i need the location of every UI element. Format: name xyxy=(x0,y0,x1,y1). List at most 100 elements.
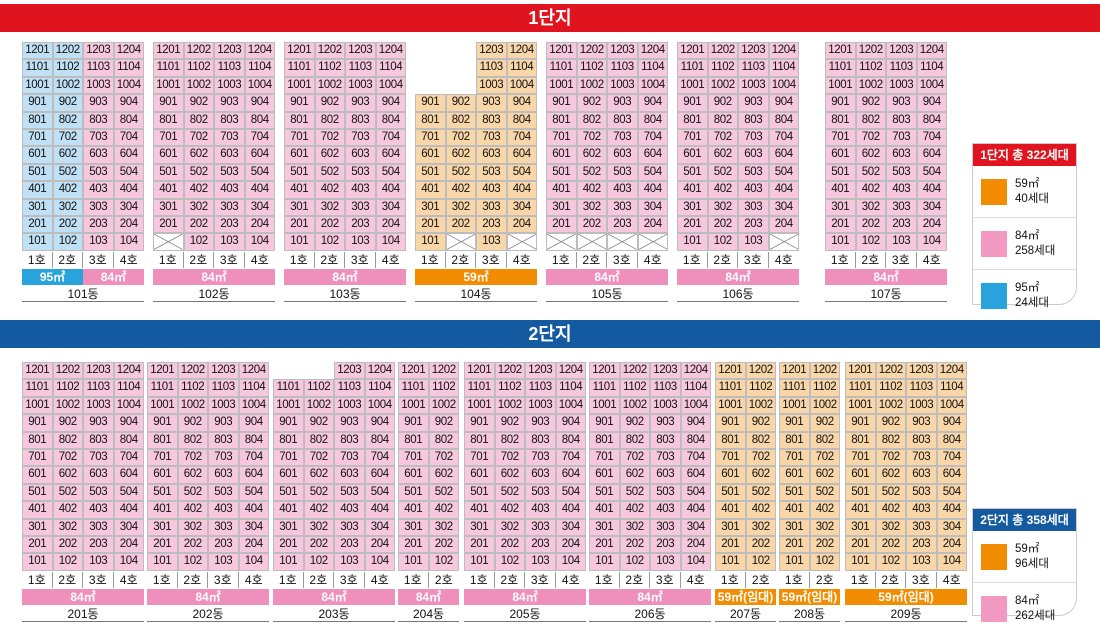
unit-cell: 904 xyxy=(768,94,799,112)
unit-cell: 503 xyxy=(345,163,376,182)
unit-cell: 903 xyxy=(906,414,937,432)
unit-cell: 404 xyxy=(113,501,144,519)
floor-row: 801 802 803 804 xyxy=(677,111,799,129)
unit-cell: 302 xyxy=(619,518,650,536)
unit-cell: 404 xyxy=(916,181,947,199)
floor-row: 501 502 503 504 xyxy=(284,163,406,182)
unit-cell: 903 xyxy=(83,414,114,432)
unit-cell: 104 xyxy=(936,553,967,571)
unit-cell: 603 xyxy=(345,146,376,164)
unit-cell: 802 xyxy=(875,431,906,449)
unit-cell: 204 xyxy=(364,535,395,554)
floor-row: 501 502 503 504 xyxy=(273,483,395,502)
unit-cell: 202 xyxy=(52,215,83,234)
unit-cell: 1002 xyxy=(314,76,345,95)
unit-cell: 1103 xyxy=(83,59,114,77)
floor-row: 201 202 203 204 xyxy=(825,215,947,234)
unit-label: 1호 xyxy=(147,571,178,588)
unit-label: 3호 xyxy=(208,571,239,588)
unit-cell: 1104 xyxy=(506,59,537,77)
unit-cell: 504 xyxy=(916,163,947,182)
complex2-banner: 2단지 xyxy=(0,320,1100,348)
unit-cell: 402 xyxy=(494,501,525,519)
unit-cell: 802 xyxy=(855,111,886,129)
unit-cell: 902 xyxy=(445,94,476,112)
unit-cell: 601 xyxy=(147,466,178,484)
building-104동: 1203 1204 1103 1104 1003 1004 901 902 903 904 801 8… xyxy=(415,42,537,302)
unit-cell: 702 xyxy=(314,128,345,147)
legend-title: 2단지 총 358세대 xyxy=(973,509,1076,531)
unit-header-row: 1호 2호 3호 4호 xyxy=(415,251,537,268)
unit-label: 1호 xyxy=(589,571,620,588)
unit-cell: 1204 xyxy=(680,362,711,380)
unit-cell: 401 xyxy=(147,501,178,519)
unit-cell: 402 xyxy=(52,501,83,519)
unit-cell: 501 xyxy=(779,483,810,502)
unit-cell: 204 xyxy=(768,215,799,234)
unit-cell: 301 xyxy=(546,198,577,216)
unit-cell: 501 xyxy=(398,483,429,502)
unit-cell: 804 xyxy=(244,111,275,129)
unit-cell: 203 xyxy=(208,535,239,554)
unit-cell: 203 xyxy=(83,215,114,234)
unit-cell: 801 xyxy=(715,431,746,449)
floor-row: 501 502 503 504 xyxy=(546,163,668,182)
unit-cell: 902 xyxy=(707,94,738,112)
unit-cell: 503 xyxy=(650,483,681,502)
unit-cell: 703 xyxy=(650,448,681,467)
area-type-label: 84㎡ xyxy=(398,588,459,605)
unit-label: 3호 xyxy=(83,251,114,268)
floor-row: 101 102 103 104 xyxy=(589,553,711,571)
unit-label: 3호 xyxy=(83,571,114,588)
unit-cell: 902 xyxy=(177,414,208,432)
unit-cell: 401 xyxy=(589,501,620,519)
unit-cell: 204 xyxy=(555,535,586,554)
building-101동: 1201 1202 1203 1204 1101 1102 1103 1104 1001 1002… xyxy=(22,42,144,302)
unit-cell: 704 xyxy=(113,128,144,147)
unit-cell: 104 xyxy=(680,553,711,571)
floor-row: 801 802 803 804 xyxy=(464,431,586,449)
unit-cell: 301 xyxy=(398,518,429,536)
unit-cell: 203 xyxy=(334,535,365,554)
floor-row: 301 302 303 304 xyxy=(546,198,668,216)
unit-cell: 201 xyxy=(22,535,53,554)
unit-cell: 1102 xyxy=(875,379,906,397)
floor-row: 1101 1102 1103 1104 xyxy=(153,59,275,77)
unit-cell: 802 xyxy=(428,431,459,449)
unit-cell: 502 xyxy=(428,483,459,502)
unit-cell: 402 xyxy=(875,501,906,519)
floor-row: 201 202 203 204 xyxy=(464,535,586,554)
unit-cell: 602 xyxy=(875,466,906,484)
unit-cell: 601 xyxy=(273,466,304,484)
unit-cell: 601 xyxy=(779,466,810,484)
unit-label: 4호 xyxy=(774,252,793,267)
unit-cell: 502 xyxy=(177,483,208,502)
floor-row: 601 602 xyxy=(715,466,776,484)
floor-row: 701 702 xyxy=(779,448,840,467)
type-bar: 84㎡ xyxy=(398,588,459,605)
unit-cell: 404 xyxy=(364,501,395,519)
unit-cell: 303 xyxy=(525,518,556,536)
area-type-label: 84㎡ xyxy=(284,268,406,285)
unit-cell: 102 xyxy=(303,553,334,571)
unit-cell: 104 xyxy=(113,553,144,571)
unit-cell: 702 xyxy=(445,128,476,147)
unit-cell: 503 xyxy=(334,483,365,502)
floor-row: 501 502 503 504 xyxy=(153,163,275,182)
unit-cell: 202 xyxy=(183,215,214,234)
unit-cell: 901 xyxy=(677,94,708,112)
unit-cell: 102 xyxy=(52,233,83,251)
unit-cell: 802 xyxy=(314,111,345,129)
unit-cell: 904 xyxy=(916,94,947,112)
unit-cell: 1102 xyxy=(619,379,650,397)
unit-cell: 704 xyxy=(936,448,967,467)
unit-cell: 204 xyxy=(637,215,668,234)
unit-cell: 802 xyxy=(445,111,476,129)
unit-cell: 801 xyxy=(153,111,184,129)
unit-cell: 803 xyxy=(83,431,114,449)
floor-row: 901 902 903 904 xyxy=(22,414,144,432)
unit-cell: 302 xyxy=(183,198,214,216)
building-name: 202동 xyxy=(147,606,269,622)
unit-cell: 501 xyxy=(415,163,446,182)
building-103동: 1201 1202 1203 1204 1101 1102 1103 1104 1001 1002… xyxy=(284,42,406,302)
